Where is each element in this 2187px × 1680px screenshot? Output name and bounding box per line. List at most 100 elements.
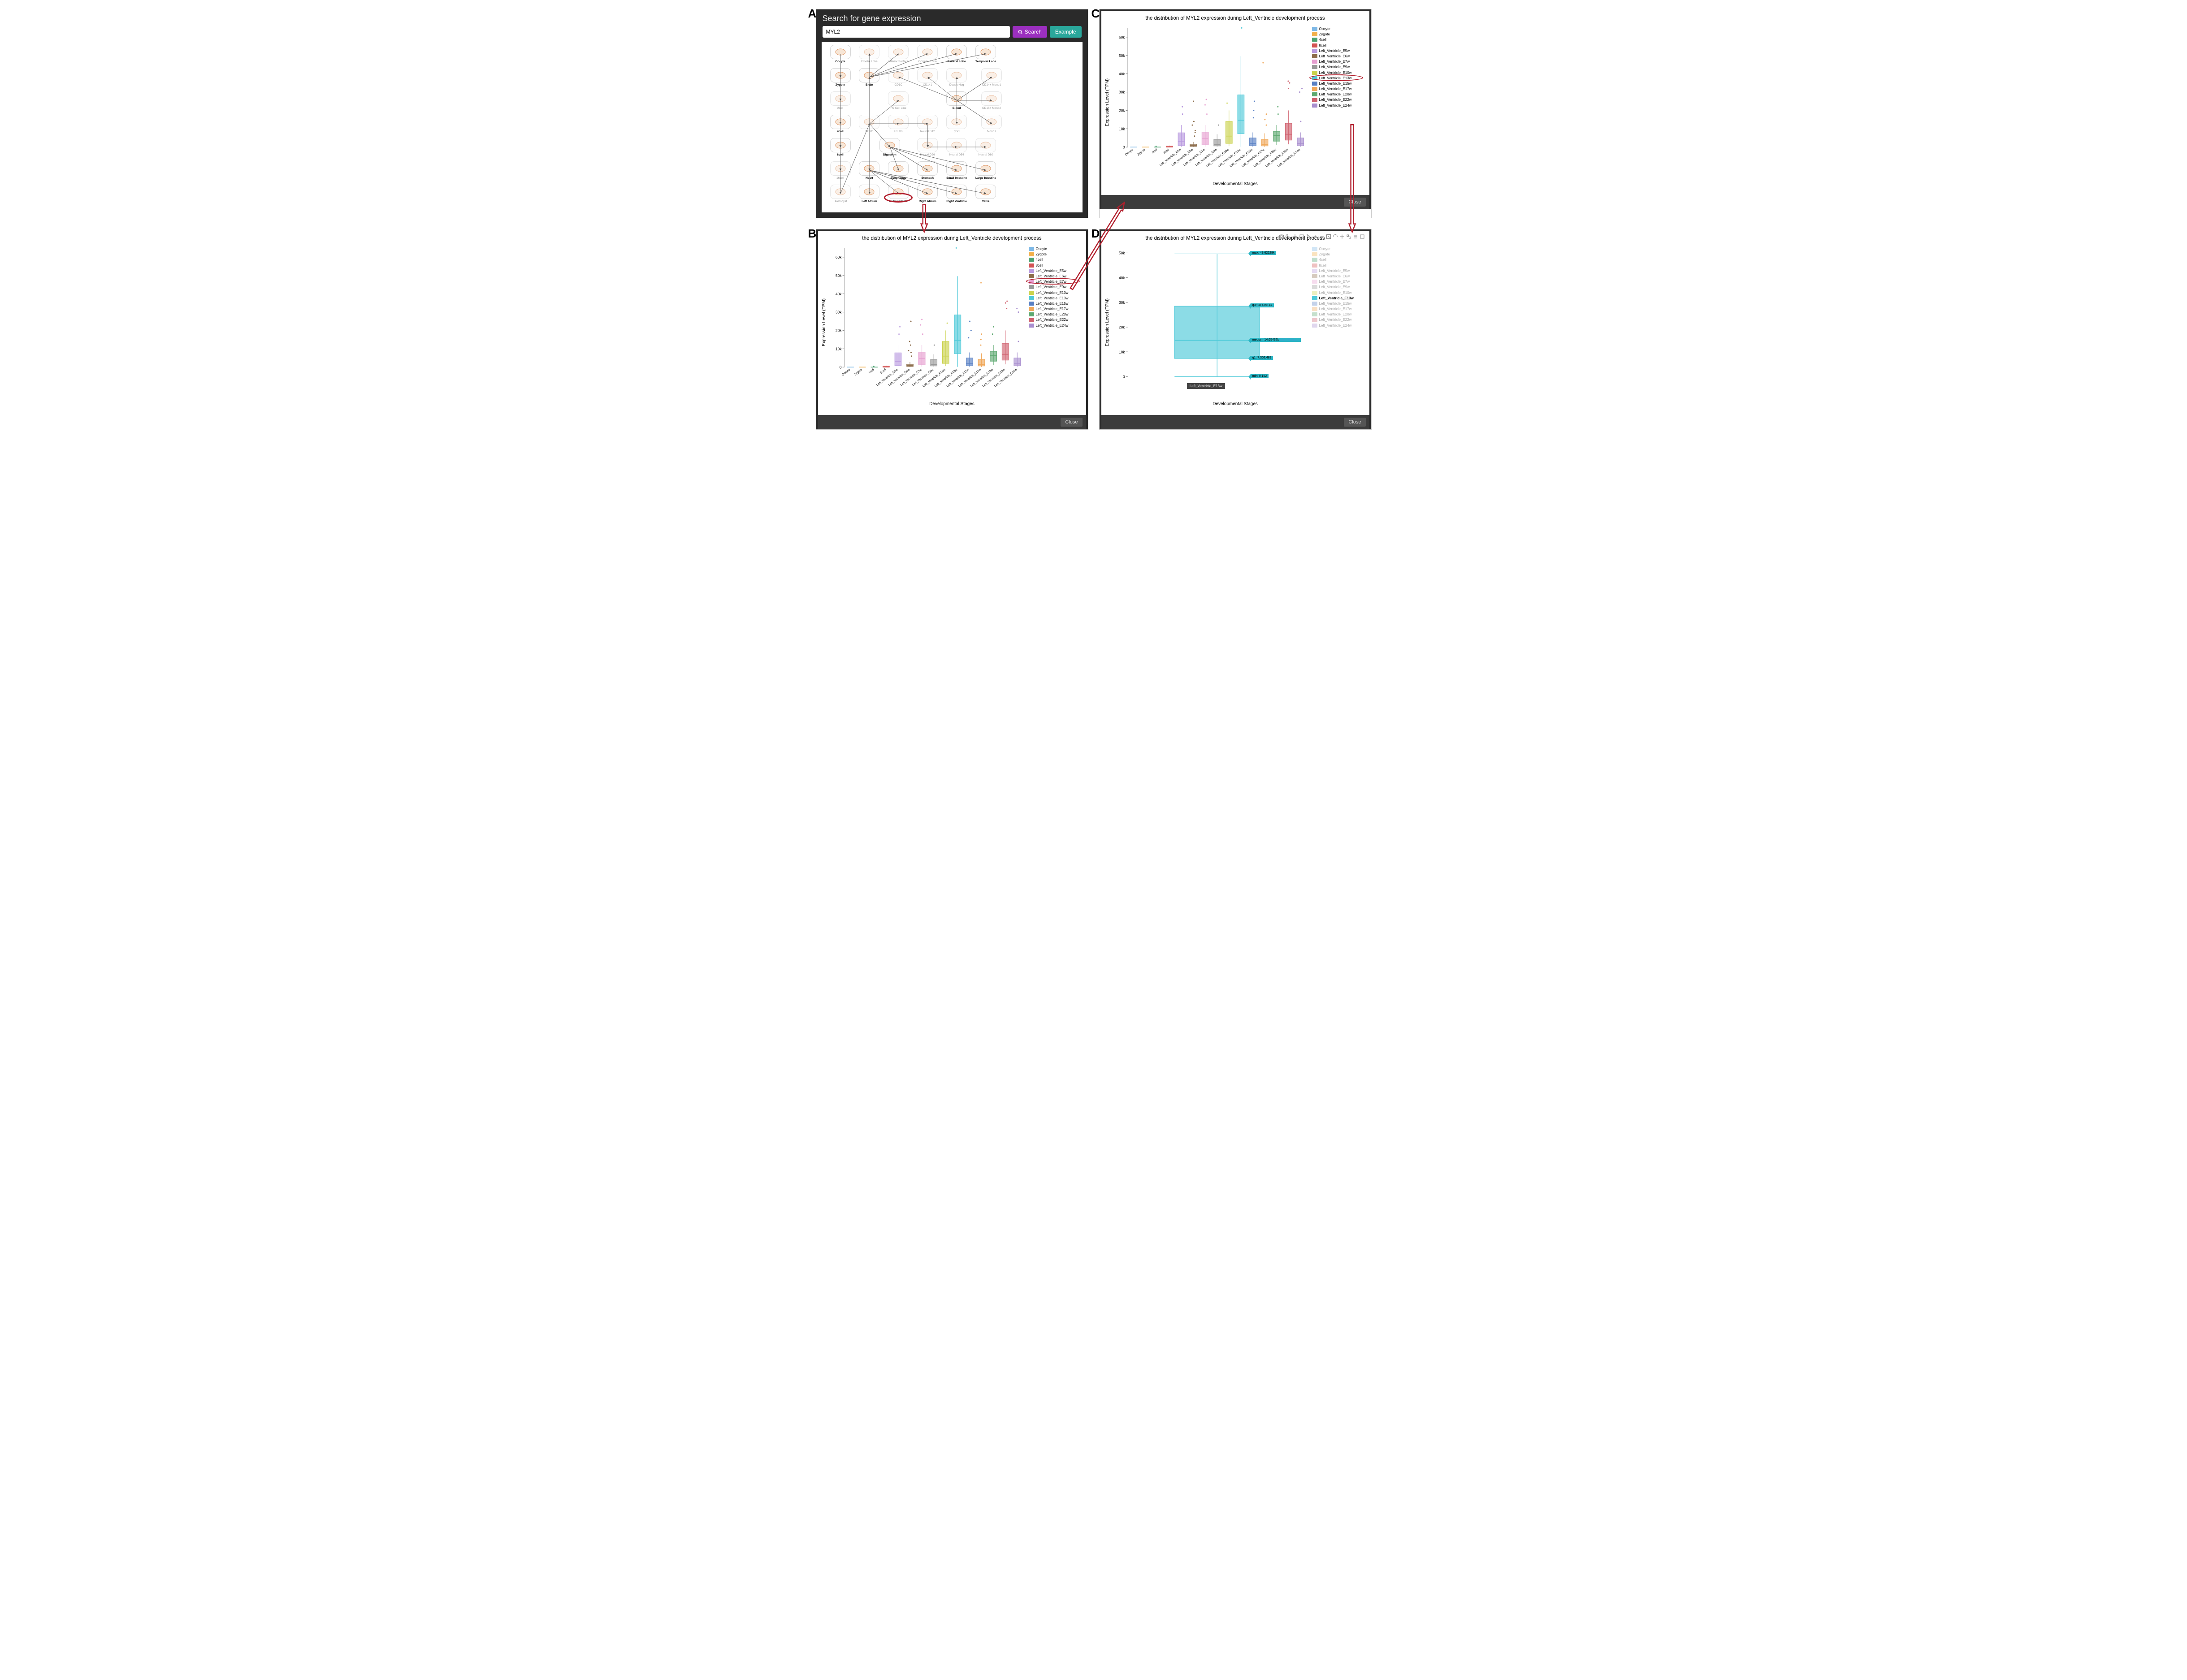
legend-item[interactable]: Zygote xyxy=(1029,252,1083,257)
legend-item[interactable]: 4cell xyxy=(1029,257,1083,262)
pan-icon[interactable] xyxy=(1292,234,1298,239)
close-button-b[interactable]: Close xyxy=(1061,418,1082,427)
node-4cell[interactable]: 4cell xyxy=(828,115,853,133)
legend-item[interactable]: Left_Ventricle_E15w xyxy=(1312,81,1366,86)
node-zygote[interactable]: Zygote xyxy=(828,68,853,86)
node-sintestine[interactable]: Small Intestine xyxy=(944,161,969,180)
legend-item[interactable]: Left_Ventricle_E24w xyxy=(1029,323,1083,328)
legend-item[interactable]: Left_Ventricle_E13w xyxy=(1312,76,1366,81)
node-2cell[interactable]: 2cell xyxy=(828,91,853,110)
legend-item[interactable]: Left_Ventricle_E22w xyxy=(1029,317,1083,322)
legend-item[interactable]: Left_Ventricle_E7w xyxy=(1029,279,1083,284)
legend-item[interactable]: Left_Ventricle_E6w xyxy=(1312,54,1366,59)
node-parietal[interactable]: Parietal Lobe xyxy=(944,45,969,63)
close-button-d[interactable]: Close xyxy=(1344,418,1365,427)
node-neu54[interactable]: Neural D54 xyxy=(944,138,969,156)
legend-item[interactable]: Left_Ventricle_E13w xyxy=(1312,296,1366,301)
spike-icon[interactable] xyxy=(1339,234,1345,239)
legend-item[interactable]: Left_Ventricle_E5w xyxy=(1312,48,1366,53)
legend-item[interactable]: Zygote xyxy=(1312,252,1366,257)
select-icon[interactable] xyxy=(1299,234,1304,239)
search-input[interactable] xyxy=(823,26,1010,38)
node-occipital[interactable]: Occipital Lobe xyxy=(915,45,940,63)
legend-item[interactable]: 4cell xyxy=(1312,37,1366,42)
legend-item[interactable]: 4cell xyxy=(1312,257,1366,262)
boxplot-b[interactable]: 010k20k30k40k50k60kOocyteZygote4cell8cel… xyxy=(828,244,1027,401)
legend-item[interactable]: Left_Ventricle_E9w xyxy=(1029,285,1083,289)
zoom-icon[interactable] xyxy=(1286,234,1291,239)
node-blood[interactable]: Blood xyxy=(944,91,969,110)
node-ratrium[interactable]: Right Atrium xyxy=(915,185,940,203)
search-button[interactable]: Search xyxy=(1013,26,1047,38)
logo-icon[interactable] xyxy=(1360,234,1365,239)
autoscale-icon[interactable] xyxy=(1326,234,1331,239)
legend-item[interactable]: 8cell xyxy=(1312,263,1366,268)
legend-item[interactable]: Left_Ventricle_E6w xyxy=(1312,274,1366,279)
legend-item[interactable]: Left_Ventricle_E7w xyxy=(1312,59,1366,64)
node-pdc[interactable]: pDC xyxy=(944,115,969,133)
legend-item[interactable]: Left_Ventricle_E17w xyxy=(1029,307,1083,311)
zoomout-icon[interactable] xyxy=(1319,234,1325,239)
legend-item[interactable]: Left_Ventricle_E10w xyxy=(1312,290,1366,295)
node-lintestine[interactable]: Large Intestine xyxy=(973,161,998,180)
node-16cell[interactable]: 16cell xyxy=(828,161,853,180)
legend-item[interactable]: Left_Ventricle_E9w xyxy=(1312,285,1366,289)
node-stomach[interactable]: Stomach xyxy=(915,161,940,180)
legend-item[interactable]: Oocyte xyxy=(1312,246,1366,251)
legend-item[interactable]: Oocyte xyxy=(1029,246,1083,251)
legend-item[interactable]: Left_Ventricle_E22w xyxy=(1312,317,1366,322)
legend-item[interactable]: Left_Ventricle_E5w xyxy=(1312,268,1366,273)
node-neu80[interactable]: Neural D80 xyxy=(973,138,998,156)
zoomin-icon[interactable] xyxy=(1312,234,1318,239)
legend-item[interactable]: Left_Ventricle_E24w xyxy=(1312,103,1366,108)
legend-item[interactable]: Left_Ventricle_E22w xyxy=(1312,97,1366,102)
node-lventricle[interactable]: Left Ventricle xyxy=(886,185,911,203)
node-temporal[interactable]: Temporal Lobe xyxy=(973,45,998,63)
reset-icon[interactable] xyxy=(1333,234,1338,239)
node-rventricle[interactable]: Right Ventricle xyxy=(944,185,969,203)
node-doublene[interactable]: DoubleNeg xyxy=(944,68,969,86)
node-oocyte[interactable]: Oocyte xyxy=(828,45,853,63)
legend-item[interactable]: Left_Ventricle_E24w xyxy=(1312,323,1366,328)
node-cd14[interactable]: CD14+ Mono1 xyxy=(979,68,1004,86)
legend-c[interactable]: OocyteZygote4cell8cellLeft_Ventricle_E5w… xyxy=(1312,24,1366,181)
node-cd16[interactable]: CD16+ Mono2 xyxy=(979,91,1004,110)
node-neu12[interactable]: Neural D12 xyxy=(915,115,940,133)
hover-icon[interactable] xyxy=(1346,234,1351,239)
legend-item[interactable]: Left_Ventricle_E15w xyxy=(1029,301,1083,306)
node-hesc[interactable]: hESC xyxy=(857,115,882,133)
node-esophagus[interactable]: Esophagus xyxy=(886,161,911,180)
node-brain[interactable]: Brain xyxy=(857,68,882,86)
legend-item[interactable]: Left_Ventricle_E20w xyxy=(1029,312,1083,317)
legend-item[interactable]: Left_Ventricle_E20w xyxy=(1312,312,1366,317)
legend-item[interactable]: Left_Ventricle_E20w xyxy=(1312,92,1366,97)
legend-item[interactable]: Left_Ventricle_E10w xyxy=(1312,70,1366,75)
legend-b[interactable]: OocyteZygote4cell8cellLeft_Ventricle_E5w… xyxy=(1029,244,1083,401)
camera-icon[interactable] xyxy=(1279,234,1284,239)
legend-item[interactable]: Left_Ventricle_E17w xyxy=(1312,307,1366,311)
node-h1d0[interactable]: H1 D0 xyxy=(886,115,911,133)
plotly-toolbar[interactable] xyxy=(1279,234,1365,239)
legend-item[interactable]: 8cell xyxy=(1312,43,1366,48)
node-valve[interactable]: Valve xyxy=(973,185,998,203)
legend-item[interactable]: Left_Ventricle_E17w xyxy=(1312,86,1366,91)
legend-item[interactable]: Left_Ventricle_E5w xyxy=(1029,268,1083,273)
node-frontal[interactable]: Frontal Lobe xyxy=(857,45,882,63)
legend-item[interactable]: Left_Ventricle_E9w xyxy=(1312,65,1366,69)
boxplot-c[interactable]: 010k20k30k40k50k60kOocyteZygote4cell8cel… xyxy=(1112,24,1310,181)
node-8cell[interactable]: 8cell xyxy=(828,138,853,156)
node-h9[interactable]: H9 Cell Line xyxy=(886,91,911,110)
lasso-icon[interactable] xyxy=(1306,234,1311,239)
close-button-c[interactable]: Close xyxy=(1344,198,1365,207)
legend-item[interactable]: Left_Ventricle_E10w xyxy=(1029,290,1083,295)
legend-item[interactable]: Left_Ventricle_E7w xyxy=(1312,279,1366,284)
node-latrium[interactable]: Left Atrium xyxy=(857,185,882,203)
node-cd1c[interactable]: CD1C xyxy=(886,68,911,86)
node-cd141[interactable]: CD141 xyxy=(915,68,940,86)
legend-item[interactable]: Left_Ventricle_E13w xyxy=(1029,296,1083,301)
node-neu26[interactable]: Neural D26 xyxy=(915,138,940,156)
example-button[interactable]: Example xyxy=(1050,26,1082,38)
boxplot-d[interactable]: 010k20k30k40k50k max: 49.62229kq3: 28.47… xyxy=(1112,244,1310,401)
node-heart[interactable]: Heart xyxy=(857,161,882,180)
node-digestion[interactable]: Digestion xyxy=(877,138,902,156)
